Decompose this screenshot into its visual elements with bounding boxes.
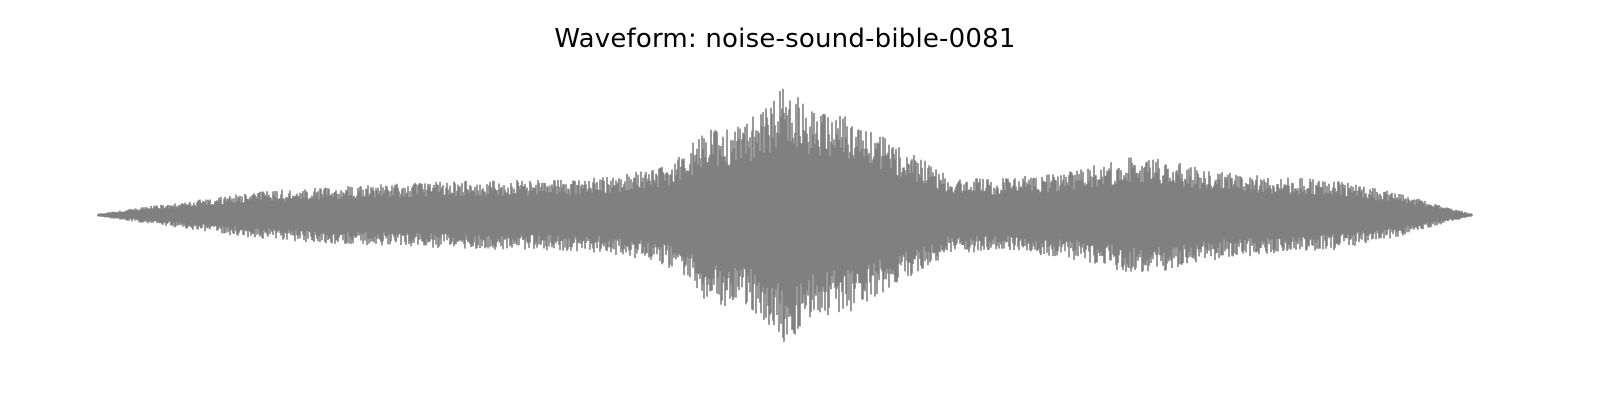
chart-title: Waveform: noise-sound-bible-0081 <box>554 24 1016 54</box>
waveform-plot-area <box>97 88 1473 342</box>
